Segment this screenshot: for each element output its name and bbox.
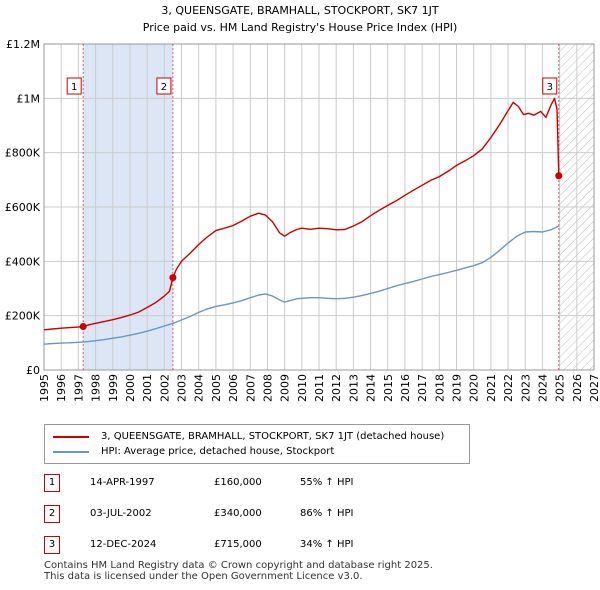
x-tick-label: 2017 xyxy=(416,374,429,402)
x-tick-label: 2027 xyxy=(588,374,600,402)
x-tick-label: 2009 xyxy=(279,374,292,402)
y-tick-label: £600K xyxy=(5,201,41,214)
transaction-marker: 3 xyxy=(44,536,60,554)
legend-label: 3, QUEENSGATE, BRAMHALL, STOCKPORT, SK7 … xyxy=(101,431,445,442)
sale-number-label: 3 xyxy=(547,82,553,93)
x-tick-label: 2016 xyxy=(399,374,412,402)
x-tick-label: 2004 xyxy=(193,374,206,402)
x-tick-label: 2026 xyxy=(571,374,584,402)
y-tick-label: £200K xyxy=(5,310,41,323)
x-tick-label: 2021 xyxy=(485,374,498,402)
transaction-row: 2 03-JUL-2002 £340,000 86% ↑ HPI xyxy=(44,505,564,523)
sale-point xyxy=(79,323,87,331)
x-tick-label: 2022 xyxy=(502,374,515,402)
y-tick-label: £0 xyxy=(26,364,40,377)
x-tick-label: 2000 xyxy=(124,374,137,402)
legend-swatch-red xyxy=(53,436,89,438)
series-line-property xyxy=(43,97,560,331)
sale-number-label: 2 xyxy=(161,82,167,93)
y-tick-label: £1M xyxy=(17,92,41,105)
sale-point xyxy=(555,172,563,180)
sale-number-box xyxy=(66,77,82,95)
footer: Contains HM Land Registry data © Crown c… xyxy=(44,560,433,582)
legend-label: HPI: Average price, detached house, Stoc… xyxy=(101,446,335,457)
x-tick-label: 1997 xyxy=(72,374,85,402)
footer-line: This data is licensed under the Open Gov… xyxy=(44,571,363,582)
x-tick-label: 2003 xyxy=(176,374,189,402)
transaction-hpi: 86% ↑ HPI xyxy=(300,508,354,519)
footer-line: Contains HM Land Registry data © Crown c… xyxy=(44,560,433,571)
x-tick-label: 2018 xyxy=(433,374,446,402)
sale-point xyxy=(169,274,177,282)
x-tick-label: 2002 xyxy=(158,374,171,402)
x-tick-label: 1996 xyxy=(55,374,68,402)
series-line-hpi xyxy=(43,225,560,345)
transaction-marker: 2 xyxy=(44,505,60,523)
x-tick-label: 2008 xyxy=(261,374,274,402)
transaction-date: 12-DEC-2024 xyxy=(90,539,157,550)
x-tick-label: 2024 xyxy=(536,374,549,402)
x-tick-label: 2013 xyxy=(347,374,360,402)
price-chart: 3, QUEENSGATE, BRAMHALL, STOCKPORT, SK7 … xyxy=(5,4,600,402)
transaction-price: £715,000 xyxy=(214,539,262,550)
transaction-price: £340,000 xyxy=(214,508,262,519)
x-tick-label: 2007 xyxy=(244,374,257,402)
x-tick-label: 2011 xyxy=(313,374,326,402)
transaction-marker: 1 xyxy=(44,474,60,492)
x-tick-label: 2019 xyxy=(451,374,464,402)
transaction-date: 03-JUL-2002 xyxy=(90,508,152,519)
y-tick-label: £1.2M xyxy=(6,38,40,51)
transaction-date: 14-APR-1997 xyxy=(90,477,155,488)
x-tick-label: 2023 xyxy=(519,374,532,402)
transaction-price: £160,000 xyxy=(214,477,262,488)
x-tick-label: 2010 xyxy=(296,374,309,402)
x-tick-label: 2020 xyxy=(468,374,481,402)
x-tick-label: 2006 xyxy=(227,374,240,402)
legend: 3, QUEENSGATE, BRAMHALL, STOCKPORT, SK7 … xyxy=(44,424,470,464)
x-tick-label: 2005 xyxy=(210,374,223,402)
x-tick-label: 2015 xyxy=(382,374,395,402)
transaction-row: 3 12-DEC-2024 £715,000 34% ↑ HPI xyxy=(44,536,564,554)
sale-number-box xyxy=(156,77,172,95)
legend-swatch-blue xyxy=(53,451,89,453)
y-tick-label: £800K xyxy=(5,147,41,160)
chart-subtitle: Price paid vs. HM Land Registry's House … xyxy=(143,21,458,34)
x-tick-label: 2025 xyxy=(554,374,567,402)
x-tick-label: 2014 xyxy=(365,374,378,402)
x-tick-label: 2001 xyxy=(141,374,154,402)
y-tick-label: £400K xyxy=(5,255,41,268)
plot-border xyxy=(43,43,595,371)
x-tick-label: 1998 xyxy=(90,374,103,402)
transaction-row: 1 14-APR-1997 £160,000 55% ↑ HPI xyxy=(44,474,564,492)
x-tick-label: 1999 xyxy=(107,374,120,402)
transaction-hpi: 34% ↑ HPI xyxy=(300,539,354,550)
x-tick-label: 1995 xyxy=(38,374,51,402)
sale-number-label: 1 xyxy=(71,82,77,93)
transaction-hpi: 55% ↑ HPI xyxy=(300,477,354,488)
sale-number-box xyxy=(542,77,558,95)
x-tick-label: 2012 xyxy=(330,374,343,402)
chart-title: 3, QUEENSGATE, BRAMHALL, STOCKPORT, SK7 … xyxy=(161,4,439,17)
